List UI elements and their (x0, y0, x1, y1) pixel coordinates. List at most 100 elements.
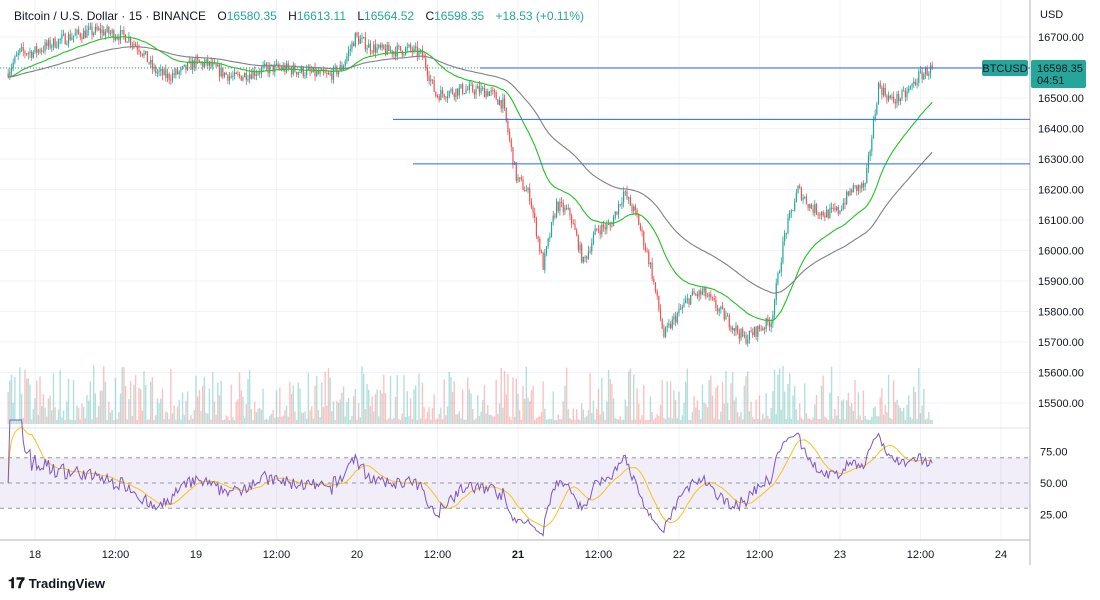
time-tick-label: 18 (29, 549, 41, 561)
candle-body (877, 83, 880, 105)
candle-body (282, 66, 284, 70)
candle-body (695, 294, 697, 296)
candle-body (190, 60, 192, 70)
candle-body (371, 51, 373, 53)
volume-bar (225, 415, 227, 424)
volume-bar (902, 407, 905, 424)
candle-body (438, 96, 440, 101)
volume-bar (94, 393, 97, 424)
candle-body (477, 86, 479, 89)
candle-body (921, 71, 923, 80)
candle-body (643, 231, 645, 246)
volume-bar (311, 406, 313, 424)
symbol-title[interactable]: Bitcoin / U.S. Dollar · 15 · BINANCE (14, 9, 207, 23)
volume-bar (745, 376, 747, 424)
candle-body (215, 63, 217, 67)
volume-bar (285, 405, 288, 424)
tradingview-logo[interactable]: 𝟏𝟕 TradingView (8, 575, 106, 592)
candle-body (785, 233, 787, 235)
volume-bar (560, 419, 563, 424)
candle-body (586, 256, 588, 259)
volume-bar (743, 385, 746, 424)
volume-bar (755, 399, 757, 424)
volume-bar (264, 419, 266, 424)
candle-body (302, 67, 304, 77)
volume-bar (517, 393, 519, 424)
candle-body (524, 190, 526, 192)
candle-body (470, 84, 472, 86)
volume-bar (383, 374, 385, 424)
rsi-line (7, 419, 933, 537)
price-tick-label: 16700.00 (1038, 32, 1084, 44)
volume-bar (606, 401, 608, 424)
candle-body (809, 204, 811, 208)
volume-bar (64, 419, 66, 424)
volume-bar (302, 412, 305, 424)
candle-body (866, 168, 868, 184)
candle-body (654, 282, 657, 292)
candle-body (364, 37, 366, 50)
price-tick-label: 16200.00 (1038, 185, 1084, 197)
candle-body (646, 250, 648, 252)
candle-body (101, 29, 103, 34)
candle-body (433, 79, 435, 92)
candle-body (675, 316, 677, 323)
volume-bar (867, 419, 870, 424)
candle-body (307, 67, 309, 69)
volume-bar (362, 373, 365, 424)
volume-bar (725, 371, 727, 424)
candle-body (326, 73, 328, 75)
volume-bar (238, 372, 241, 424)
volume-bar (700, 418, 702, 424)
candle-body (887, 95, 890, 101)
volume-bar (450, 376, 452, 424)
candle-body (104, 32, 107, 36)
volume-bar (530, 390, 533, 424)
volume-bar (765, 393, 767, 424)
candle-body (220, 67, 222, 77)
volume-bar (799, 403, 801, 424)
candle-body (861, 183, 863, 189)
candle-body (591, 243, 593, 252)
candle-body (530, 201, 532, 208)
volume-bar (735, 396, 737, 424)
candle-body (39, 49, 41, 52)
volume-bar (695, 407, 697, 424)
candle-body (426, 67, 429, 76)
candle-body (639, 224, 641, 230)
volume-bar (817, 419, 819, 424)
volume-bar (342, 386, 345, 424)
volume-bar (596, 409, 598, 424)
candle-body (886, 95, 888, 101)
volume-bar (321, 382, 323, 424)
volume-bar (621, 419, 623, 424)
volume-bar (379, 389, 382, 424)
candle-body (825, 209, 828, 218)
candle-body (463, 93, 465, 95)
volume-bar (611, 384, 613, 424)
volume-bar (212, 371, 214, 424)
time-tick-label: 22 (673, 549, 685, 561)
candle-body (804, 197, 806, 199)
volume-bar (537, 416, 539, 424)
volume-bar (27, 378, 29, 424)
volume-bar (371, 396, 373, 424)
candle-body (232, 76, 234, 78)
volume-bar (92, 365, 95, 424)
candle-body (453, 93, 455, 97)
candle-body (244, 73, 246, 78)
volume-bar (718, 419, 720, 424)
candle-body (84, 30, 86, 38)
volume-bar (624, 399, 627, 424)
candle-body (316, 71, 318, 76)
volume-bar (409, 398, 412, 424)
volume-bar (599, 414, 601, 424)
candle-body (544, 253, 546, 270)
candle-body (423, 56, 425, 58)
candle-body (233, 72, 236, 77)
volume-bar (426, 411, 429, 424)
volume-bar (577, 419, 580, 424)
candle-body (24, 51, 26, 54)
volume-bar (639, 419, 642, 424)
